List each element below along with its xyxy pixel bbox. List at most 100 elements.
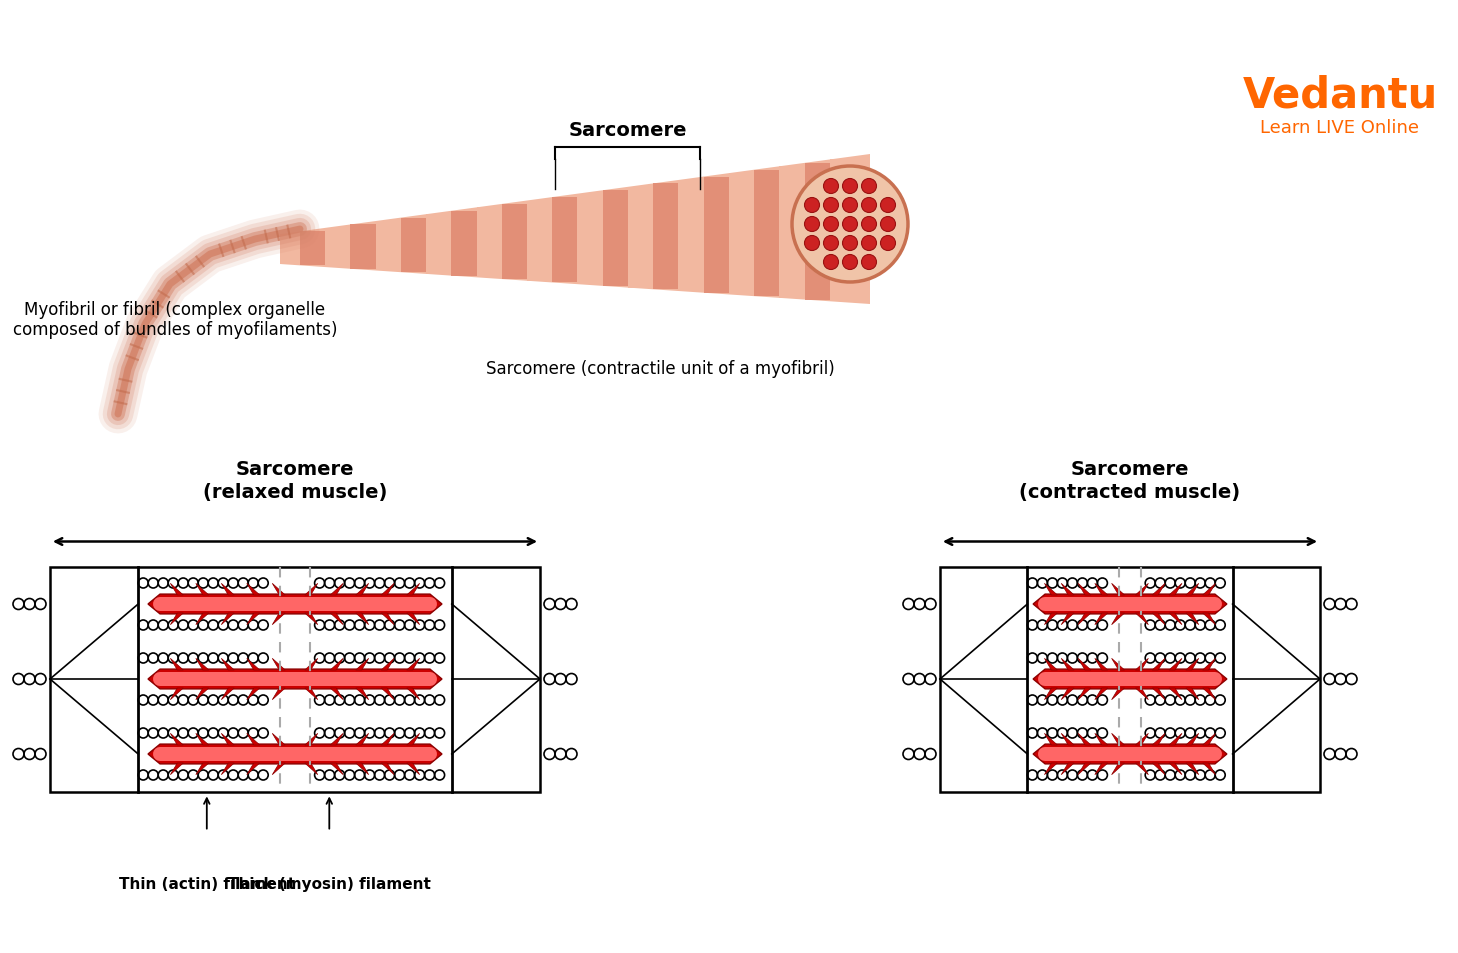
Polygon shape [381,734,394,745]
Polygon shape [222,688,235,700]
Polygon shape [330,688,343,700]
Polygon shape [330,614,343,625]
Polygon shape [195,583,208,596]
Polygon shape [195,659,208,670]
Bar [376,222,401,272]
Circle shape [862,255,876,271]
Polygon shape [273,734,286,745]
Circle shape [843,217,857,233]
Polygon shape [356,659,369,670]
Polygon shape [222,734,235,745]
Polygon shape [1169,659,1182,670]
Polygon shape [1077,763,1091,775]
Polygon shape [1044,583,1057,596]
Polygon shape [356,763,369,775]
Polygon shape [1111,763,1124,775]
Bar [780,167,805,298]
Polygon shape [1203,614,1216,625]
Polygon shape [1152,659,1165,670]
Polygon shape [1169,614,1182,625]
Polygon shape [1061,688,1075,700]
Polygon shape [1034,744,1226,764]
Polygon shape [1185,583,1198,596]
Bar [452,212,477,276]
Polygon shape [195,763,208,775]
Circle shape [843,236,857,252]
Polygon shape [305,614,318,625]
Polygon shape [1152,734,1165,745]
Polygon shape [1203,659,1216,670]
Polygon shape [222,614,235,625]
Polygon shape [246,763,260,775]
Polygon shape [1203,734,1216,745]
Polygon shape [171,614,184,625]
Polygon shape [149,595,442,615]
Polygon shape [1185,688,1198,700]
Polygon shape [1185,659,1198,670]
Polygon shape [1095,763,1108,775]
Polygon shape [1203,688,1216,700]
Polygon shape [305,763,318,775]
Polygon shape [273,688,286,700]
Polygon shape [171,763,184,775]
Bar [577,194,602,285]
Polygon shape [330,734,343,745]
Text: Thin (actin) filament: Thin (actin) filament [118,877,295,892]
Bar [729,174,754,295]
Polygon shape [246,688,260,700]
Polygon shape [407,583,420,596]
Polygon shape [1077,688,1091,700]
Polygon shape [171,688,184,700]
Polygon shape [1095,734,1108,745]
Polygon shape [1111,688,1124,700]
Circle shape [805,217,819,233]
Bar [628,188,653,289]
Polygon shape [1203,583,1216,596]
Text: Myofibril or fibril (complex organelle
composed of bundles of myofilaments): Myofibril or fibril (complex organelle c… [13,300,337,339]
Polygon shape [356,688,369,700]
Polygon shape [171,659,184,670]
Bar [401,218,426,273]
Polygon shape [1061,614,1075,625]
Circle shape [843,255,857,271]
Text: Thick (myosin) filament: Thick (myosin) filament [227,877,430,892]
Polygon shape [1044,614,1057,625]
Polygon shape [246,734,260,745]
Polygon shape [171,583,184,596]
Bar [50,567,539,792]
Polygon shape [407,688,420,700]
Polygon shape [195,614,208,625]
Bar [426,215,452,274]
Polygon shape [1077,614,1091,625]
Bar [553,198,577,283]
Polygon shape [273,763,286,775]
Bar [678,181,704,292]
Polygon shape [171,734,184,745]
Polygon shape [273,614,286,625]
Polygon shape [1185,763,1198,775]
Polygon shape [1169,763,1182,775]
Text: Sarcomere (contractile unit of a myofibril): Sarcomere (contractile unit of a myofibr… [486,359,834,377]
Polygon shape [246,583,260,596]
Bar [704,177,729,294]
Bar [805,164,830,300]
Circle shape [862,198,876,213]
Polygon shape [356,583,369,596]
Bar [940,567,1319,792]
Bar [350,225,376,270]
Polygon shape [1077,659,1091,670]
Polygon shape [195,734,208,745]
Polygon shape [1169,583,1182,596]
Polygon shape [149,669,442,689]
Polygon shape [381,688,394,700]
Circle shape [843,179,857,194]
Polygon shape [407,614,420,625]
Polygon shape [330,659,343,670]
Text: Learn LIVE Online: Learn LIVE Online [1261,119,1420,137]
Polygon shape [381,583,394,596]
Polygon shape [305,688,318,700]
Polygon shape [246,659,260,670]
Polygon shape [1136,734,1149,745]
Polygon shape [356,734,369,745]
Polygon shape [1169,688,1182,700]
